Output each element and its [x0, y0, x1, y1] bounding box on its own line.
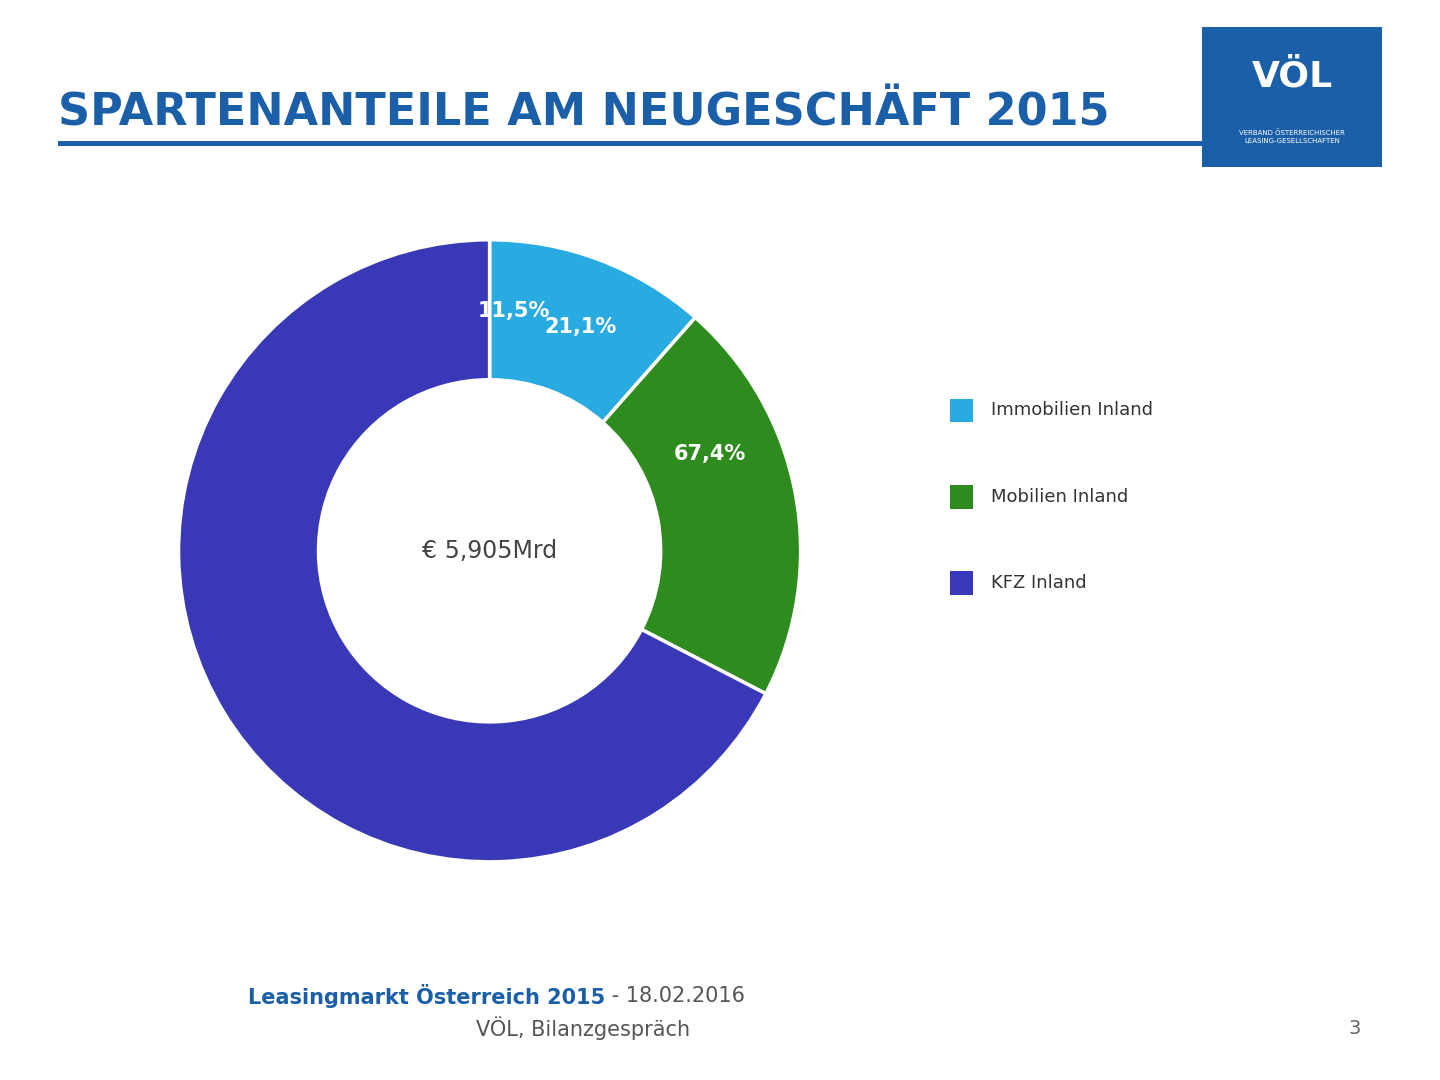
Text: Mobilien Inland: Mobilien Inland — [991, 488, 1128, 505]
Text: 11,5%: 11,5% — [478, 301, 550, 321]
Text: VÖL, Bilanzgespräch: VÖL, Bilanzgespräch — [477, 1016, 690, 1040]
Wedge shape — [179, 240, 766, 862]
Text: KFZ Inland: KFZ Inland — [991, 575, 1086, 592]
Text: 3: 3 — [1348, 1018, 1361, 1038]
Wedge shape — [603, 318, 801, 693]
Text: 67,4%: 67,4% — [674, 444, 746, 464]
Text: SPARTENANTEILE AM NEUGESCHÄFT 2015: SPARTENANTEILE AM NEUGESCHÄFT 2015 — [58, 92, 1109, 135]
Wedge shape — [490, 240, 696, 422]
Text: € 5,905Mrd: € 5,905Mrd — [422, 539, 557, 563]
Text: VERBAND ÖSTERREICHISCHER
LEASING-GESELLSCHAFTEN: VERBAND ÖSTERREICHISCHER LEASING-GESELLS… — [1240, 129, 1345, 145]
Text: Immobilien Inland: Immobilien Inland — [991, 402, 1153, 419]
Text: - 18.02.2016: - 18.02.2016 — [605, 986, 744, 1005]
Text: Leasingmarkt Österreich 2015: Leasingmarkt Österreich 2015 — [248, 984, 605, 1008]
Text: VÖL: VÖL — [1251, 59, 1333, 93]
Text: 21,1%: 21,1% — [544, 318, 616, 337]
